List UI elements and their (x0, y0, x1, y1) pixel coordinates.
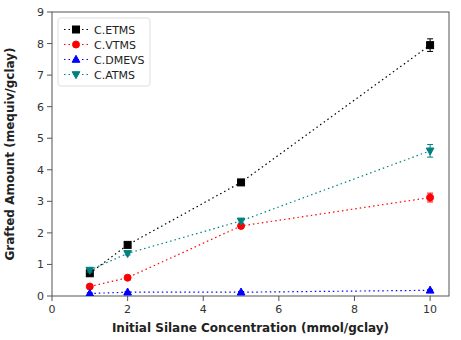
x-axis: 0 2 4 6 8 10 (49, 296, 438, 316)
error-bar (427, 39, 433, 52)
error-bar (238, 180, 244, 185)
y-tick (47, 201, 52, 202)
y-tick-label: 1 (37, 258, 44, 271)
y-tick-label: 2 (37, 227, 44, 240)
series-line (90, 198, 430, 287)
data-point (427, 194, 434, 201)
x-tick (127, 296, 128, 301)
y-tick (47, 232, 52, 233)
x-tick (278, 296, 279, 301)
y-tick-label: 8 (37, 38, 44, 51)
legend-marker (73, 41, 80, 48)
y-tick (47, 264, 52, 265)
data-point (124, 241, 131, 248)
series (86, 286, 434, 296)
y-tick (47, 75, 52, 76)
x-tick (430, 296, 431, 301)
error-bar (427, 145, 433, 158)
legend-label: C.ATMS (94, 69, 135, 82)
legend-marker (72, 72, 80, 79)
data-point (237, 288, 245, 295)
x-tick (354, 296, 355, 301)
series-line (90, 151, 430, 270)
data-point (86, 267, 94, 274)
y-tick-label: 6 (37, 101, 44, 114)
x-tick-label: 2 (124, 303, 131, 316)
x-tick (203, 296, 204, 301)
y-tick (47, 169, 52, 170)
x-tick-label: 0 (49, 303, 56, 316)
data-point (427, 42, 434, 49)
y-tick-label: 9 (37, 6, 44, 19)
series (86, 193, 433, 290)
x-tick-label: 8 (351, 303, 358, 316)
y-tick-label: 5 (37, 132, 44, 145)
legend-label: C.DMEVS (94, 54, 145, 67)
y-tick (47, 296, 52, 297)
y-tick-label: 3 (37, 195, 44, 208)
y-tick (47, 106, 52, 107)
y-tick (47, 138, 52, 139)
data-point (426, 286, 434, 293)
legend-marker (72, 55, 80, 62)
x-tick-label: 4 (200, 303, 207, 316)
data-point (426, 148, 434, 155)
x-tick-label: 10 (423, 303, 437, 316)
legend-marker (73, 26, 80, 33)
legend-item: C.VTMS (64, 39, 136, 52)
legend-item: C.DMEVS (64, 54, 145, 67)
legend-item: C.ETMS (64, 24, 135, 37)
y-tick-label: 4 (37, 164, 44, 177)
legend: C.ETMS C.VTMS C.DMEVS C.ATMS (58, 18, 150, 86)
y-tick-label: 0 (37, 290, 44, 303)
data-point (124, 288, 132, 295)
x-axis-label: Initial Silane Concentration (mmol/gclay… (112, 321, 389, 335)
chart: 0 2 4 6 8 10 0 1 2 3 4 5 6 7 8 9 Initial Silane Concentr… (0, 0, 461, 340)
x-tick-label: 6 (275, 303, 282, 316)
y-axis-label: Grafted Amount (mequiv/gclay) (3, 47, 17, 260)
legend-item: C.ATMS (64, 69, 135, 82)
y-tick (47, 12, 52, 13)
data-point (86, 289, 94, 296)
x-tick (52, 296, 53, 301)
series (86, 145, 434, 275)
legend-box (58, 18, 150, 86)
data-point (238, 179, 245, 186)
y-tick (47, 43, 52, 44)
data-point (237, 218, 245, 225)
error-bar (427, 193, 433, 202)
data-point (124, 251, 132, 258)
series-line (90, 290, 430, 293)
data-point (124, 274, 131, 281)
y-tick-label: 7 (37, 69, 44, 82)
legend-label: C.VTMS (94, 39, 136, 52)
legend-label: C.ETMS (94, 24, 135, 37)
y-axis: 0 1 2 3 4 5 6 7 8 9 (37, 6, 52, 303)
plot-frame (52, 12, 449, 296)
